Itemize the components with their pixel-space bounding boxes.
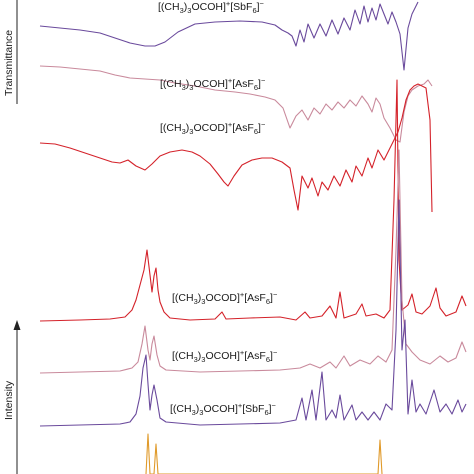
label-part-sup1: +: [228, 120, 233, 129]
label-part-sup1: +: [228, 76, 233, 85]
label-part-sub3: 6: [266, 297, 270, 306]
label-part-sup1: +: [240, 290, 245, 299]
trace-panel0-series2: [39, 83, 433, 213]
trace-panel0-series1: [39, 65, 433, 143]
series-label-panel1-series0: [(CH3)3OCOD]+[AsF6]−: [172, 290, 278, 306]
label-part-mid3: [AsF: [232, 78, 254, 90]
label-part-mid2: OCOH]: [191, 1, 226, 13]
trace-panel0-series0: [39, 1, 419, 71]
label-part-mid1: ): [186, 78, 190, 90]
label-part-mid4: ]: [258, 78, 261, 90]
label-part-mid3: [SbF: [242, 403, 264, 415]
label-part-mid3: [AsF: [244, 292, 266, 304]
label-part-sup2: −: [272, 401, 277, 410]
label-part-sub3: 6: [252, 6, 256, 15]
label-part-pre: [(CH: [160, 122, 182, 134]
label-part-sup2: −: [261, 120, 266, 129]
label-part-sup2: −: [261, 76, 266, 85]
label-part-pre: [(CH: [160, 78, 182, 90]
label-part-sup1: +: [226, 0, 231, 8]
label-part-mid4: ]: [257, 1, 260, 13]
label-part-sub1: 3: [192, 408, 196, 417]
label-part-sub1: 3: [182, 127, 186, 136]
trace-panel1-series2: [39, 199, 467, 427]
series-label-panel0-series2: [(CH3)3OCOD]+[AsF6]−: [160, 120, 266, 136]
label-part-mid2: OCOH]: [205, 350, 240, 362]
label-part-sub2: 3: [201, 297, 205, 306]
raman-axis-arrowhead: [13, 320, 21, 330]
label-part-sub1: 3: [180, 6, 184, 15]
label-part-pre: [(CH: [170, 403, 192, 415]
raman-axis-title: Intensity: [3, 380, 15, 420]
label-part-sup2: −: [260, 0, 265, 8]
ir-axis-title: Transmittance: [3, 30, 15, 96]
label-part-sub2: 3: [199, 408, 203, 417]
label-part-mid3: [AsF: [244, 350, 266, 362]
label-part-sub2: 3: [189, 83, 193, 92]
series-label-panel1-series2: [(CH3)3OCOH]+[SbF6]−: [170, 401, 277, 417]
label-part-sup1: +: [240, 348, 245, 357]
label-part-mid3: [SbF: [230, 1, 252, 13]
series-label-panel1-series1: [(CH3)3OCOH]+[AsF6]−: [172, 348, 278, 364]
label-part-sup2: −: [273, 348, 278, 357]
label-part-sub2: 3: [201, 355, 205, 364]
label-part-mid2: OCOD]: [205, 292, 240, 304]
label-part-mid4: ]: [270, 292, 273, 304]
label-part-mid2: OCOH]: [193, 78, 228, 90]
label-part-mid1: ): [196, 403, 200, 415]
label-part-mid4: ]: [269, 403, 272, 415]
label-part-mid4: ]: [258, 122, 261, 134]
label-part-pre: [(CH: [172, 292, 194, 304]
label-part-sub3: 6: [254, 127, 258, 136]
label-part-sub1: 3: [194, 297, 198, 306]
label-part-sub1: 3: [194, 355, 198, 364]
label-part-sub2: 3: [189, 127, 193, 136]
label-part-mid4: ]: [270, 350, 273, 362]
series-label-panel0-series1: [(CH3)3OCOH]+[AsF6]−: [160, 76, 266, 92]
label-part-sub3: 6: [264, 408, 268, 417]
label-part-sup1: +: [238, 401, 243, 410]
label-part-pre: [(CH: [172, 350, 194, 362]
label-part-mid2: OCOH]: [203, 403, 238, 415]
label-part-sub3: 6: [266, 355, 270, 364]
label-part-sub1: 3: [182, 83, 186, 92]
series-labels: [(CH3)3OCOH]+[SbF6]−[(CH3)3OCOH]+[AsF6]−…: [158, 0, 278, 417]
label-part-sub3: 6: [254, 83, 258, 92]
label-part-sup2: −: [273, 290, 278, 299]
label-part-mid2: OCOD]: [193, 122, 228, 134]
label-part-mid3: [AsF: [232, 122, 254, 134]
label-part-mid1: ): [184, 1, 188, 13]
trace-panel1-series1: [39, 149, 467, 374]
label-part-mid1: ): [198, 292, 202, 304]
label-part-sub2: 3: [187, 6, 191, 15]
label-part-mid1: ): [186, 122, 190, 134]
label-part-pre: [(CH: [158, 1, 180, 13]
label-part-mid1: ): [198, 350, 202, 362]
series-label-panel0-series0: [(CH3)3OCOH]+[SbF6]−: [158, 0, 265, 15]
spectrum-traces: [39, 1, 467, 474]
trace-panel1-series0: [39, 79, 467, 322]
trace-panel1-series3: [145, 433, 383, 474]
